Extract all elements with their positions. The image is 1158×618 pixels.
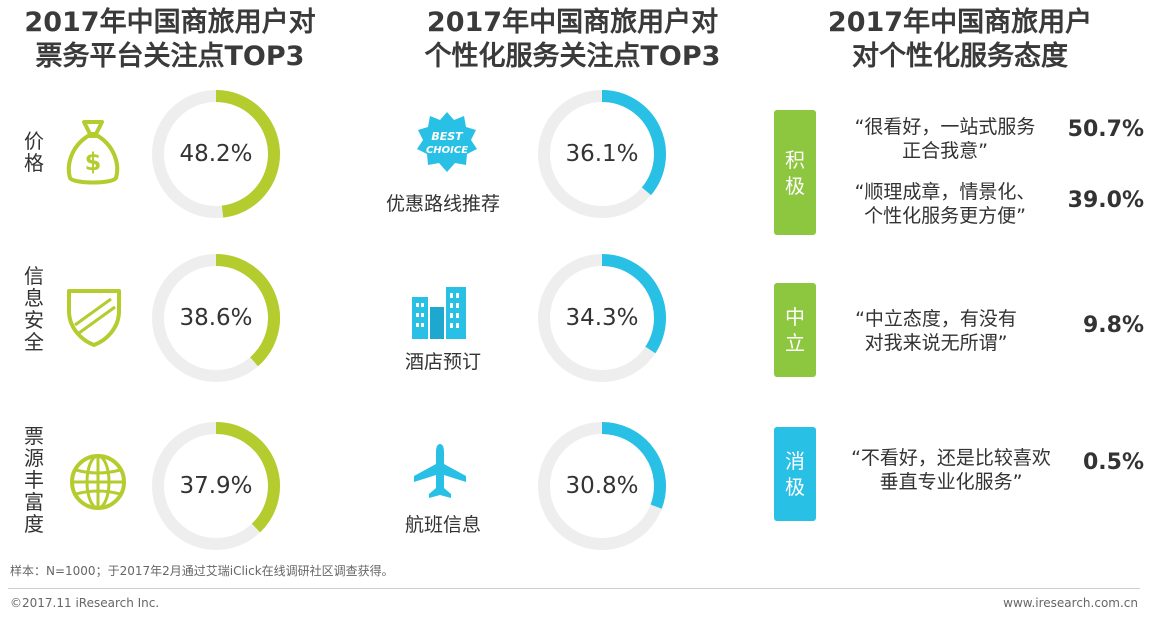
service-label-flight: 航班信息 [404,514,481,536]
char: 极 [785,475,805,499]
value-label: 48.2% [179,141,253,167]
donut-arc [601,90,666,196]
donut-svg [538,254,666,382]
choice-text: CHOICE [426,145,468,156]
website-link[interactable]: www.iresearch.com.cn [1003,596,1138,610]
char: 丰 [24,468,44,492]
char: 立 [785,331,805,355]
value-label: 30.8% [565,473,639,499]
service-label-hotel: 酒店预订 [404,351,481,373]
value-label: 34.3% [565,305,639,331]
title-line: 2017年中国商旅用户对 [24,7,316,38]
title-line: 票务平台关注点TOP3 [35,41,305,72]
globe-icon [68,452,128,516]
donut-security: 38.6% [150,252,282,384]
title-line: 2017年中国商旅用户 [827,7,1093,38]
value-label: 38.6% [179,305,253,331]
title-attitude: 2017年中国商旅用户 对个性化服务态度 [790,6,1130,74]
title-ticket-platform: 2017年中国商旅用户对 票务平台关注点TOP3 [0,6,340,74]
char: 格 [24,151,44,175]
quote-negative: “不看好，还是比较喜欢 垂直专业化服务” [836,446,1066,494]
service-label-route: 优惠路线推荐 [385,193,500,215]
donut-hotel: 34.3% [536,252,668,384]
best-choice-badge-icon: BEST CHOICE [414,110,480,180]
value-label: 36.1% [565,141,639,167]
best-text: BEST [431,130,464,143]
percent-neutral: 9.8% [1082,313,1144,338]
hotel-building-icon [408,285,470,345]
quote-line: 对我来说无所谓” [864,332,1008,354]
donut-arc [601,422,666,509]
donut-arc [215,422,280,533]
category-text: 价格 [22,130,46,174]
percent-negative: 0.5% [1082,450,1144,475]
title-line: 对个性化服务态度 [852,41,1068,72]
percent-positive-1: 50.7% [1067,117,1144,142]
char: 极 [785,173,805,198]
badge-text: 消极 [784,448,806,500]
char: 票 [24,424,44,448]
title-line: 个性化服务关注点TOP3 [424,41,721,72]
badge-negative: 消极 [774,427,816,521]
svg-text:$: $ [85,148,102,176]
donut-ticket-richness: 37.9% [150,420,282,552]
badge-text: 中立 [784,304,806,356]
donut-arc [601,254,666,354]
copyright: ©2017.11 iResearch Inc. [10,596,160,610]
title-personalized-service: 2017年中国商旅用户对 个性化服务关注点TOP3 [400,6,745,74]
quote-line: 正合我意” [902,140,988,162]
title-line: 2017年中国商旅用户对 [426,7,719,38]
footer-divider [8,588,1140,589]
quote-line: “很看好，一站式服务 [854,116,1036,138]
char: 价 [24,129,44,153]
donut-arc [215,254,280,367]
donut-svg [538,422,666,550]
quote-line: 个性化服务更方便” [864,205,1026,227]
char: 全 [24,330,44,354]
donut-svg [152,422,280,550]
char: 信 [24,264,44,288]
char: 源 [24,446,44,470]
donut-svg [152,90,280,218]
value-label: 37.9% [179,473,253,499]
quote-line: “不看好，还是比较喜欢 [851,447,1051,469]
donut-svg [538,90,666,218]
badge-neutral: 中立 [774,283,816,377]
badge-text: 积极 [784,147,806,199]
quote-positive-2: “顺理成章，情景化、 个性化服务更方便” [836,180,1054,228]
category-label-security: 信息安全 [22,265,46,353]
sample-note: 样本：N=1000；于2017年2月通过艾瑞iClick在线调研社区调查获得。 [10,564,394,578]
char: 息 [24,286,44,310]
category-text: 信息安全 [22,265,46,353]
char: 消 [785,449,805,473]
donut-svg [152,254,280,382]
char: 安 [24,308,44,332]
donut-arc [215,90,280,218]
quote-line: 垂直专业化服务” [879,471,1023,493]
category-label-price: 价格 [22,130,46,174]
donut-price: 48.2% [150,88,282,220]
category-label-ticket-richness: 票源丰富度 [22,425,46,535]
donut-route: 36.1% [536,88,668,220]
char: 度 [24,512,44,536]
money-bag-icon: $ [62,118,124,190]
quote-positive-1: “很看好，一站式服务 正合我意” [836,115,1054,163]
badge-positive: 积极 [774,110,816,235]
quote-line: “顺理成章，情景化、 [854,181,1036,203]
donut-flight: 30.8% [536,420,668,552]
airplane-icon [410,442,470,506]
quote-line: “中立态度，有没有 [855,308,1017,330]
category-text: 票源丰富度 [22,425,46,535]
char: 中 [785,305,805,329]
percent-positive-2: 39.0% [1067,188,1144,213]
quote-neutral: “中立态度，有没有 对我来说无所谓” [836,307,1036,355]
char: 积 [785,147,805,172]
shield-icon [65,285,123,353]
char: 富 [24,490,44,514]
